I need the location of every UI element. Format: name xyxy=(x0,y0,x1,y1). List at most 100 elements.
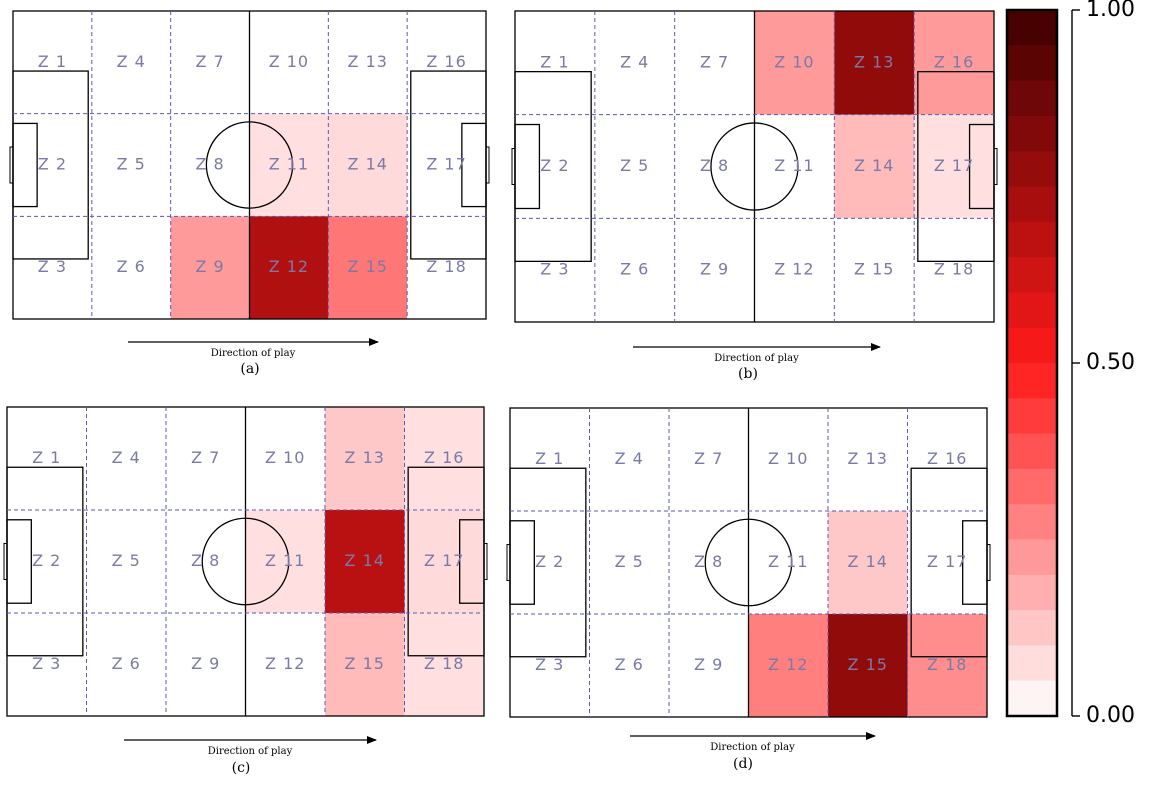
goal-right xyxy=(986,544,991,581)
zone-cell xyxy=(674,218,755,322)
goal-left xyxy=(506,544,511,581)
zone-label: Z 12 xyxy=(265,654,305,673)
pitch-panel: Z 1 Z 2 Z 3 Z 4 Z 5 Z 6 Z 7 Z 8 Z 9 Z 10 Z 11 Z 12 Z… xyxy=(511,10,998,382)
pitch-panel: Z 1 Z 2 Z 3 Z 4 Z 5 Z 6 Z 7 Z 8 Z 9 Z 10 Z 11 Z 12 Z… xyxy=(3,406,488,776)
zone-cell xyxy=(7,510,87,613)
zone-label: Z 2 xyxy=(32,551,61,570)
zone-label: Z 3 xyxy=(540,260,569,279)
zone-cell xyxy=(674,11,755,115)
colorbar-step xyxy=(1007,398,1057,435)
zone-cell xyxy=(166,510,246,613)
zone-label: Z 17 xyxy=(934,156,974,175)
zone-label: Z 12 xyxy=(269,257,309,276)
zone-label: Z 6 xyxy=(117,257,146,276)
zone-label: Z 14 xyxy=(854,156,894,175)
zone-label: Z 8 xyxy=(195,155,224,174)
colorbar-tick-label: 1.00 xyxy=(1086,0,1135,22)
colorbar-step xyxy=(1007,257,1057,293)
zone-label: Z 6 xyxy=(112,654,141,673)
zone-cell xyxy=(669,511,749,614)
zone-cell xyxy=(325,613,405,716)
zone-cell xyxy=(245,510,325,613)
zone-label: Z 13 xyxy=(348,52,388,71)
zone-cell xyxy=(914,11,994,115)
zone-label: Z 11 xyxy=(265,551,305,570)
zone-label: Z 8 xyxy=(191,551,220,570)
zone-cell xyxy=(907,614,987,717)
zone-label: Z 11 xyxy=(774,156,814,175)
zone-label: Z 16 xyxy=(927,449,967,468)
colorbar-step xyxy=(1007,574,1057,611)
zone-cell xyxy=(594,218,675,322)
zone-label: Z 11 xyxy=(768,552,808,571)
colorbar-tick-label: 0.50 xyxy=(1086,350,1135,375)
zone-cell xyxy=(515,218,595,322)
zone-cell xyxy=(407,216,486,319)
colorbar-step xyxy=(1007,645,1057,682)
zone-label: Z 12 xyxy=(774,260,814,279)
direction-label: Direction of play xyxy=(211,348,296,359)
zone-label: Z 18 xyxy=(424,654,464,673)
zone-label: Z 16 xyxy=(934,52,974,71)
colorbar-step xyxy=(1007,45,1057,82)
zone-cell xyxy=(834,218,915,322)
zone-label: Z 15 xyxy=(348,257,388,276)
zone-cell xyxy=(594,11,675,115)
direction-label: Direction of play xyxy=(710,742,795,753)
zone-label: Z 17 xyxy=(426,155,466,174)
zone-label: Z 5 xyxy=(117,155,146,174)
colorbar-step xyxy=(1007,363,1057,399)
colorbar-frame xyxy=(1005,8,1059,718)
zone-cell xyxy=(907,511,987,614)
zone-cell xyxy=(510,408,590,511)
zone-label: Z 7 xyxy=(700,52,729,71)
center-circle xyxy=(704,518,793,607)
zone-cell xyxy=(748,511,828,614)
goal-left xyxy=(511,148,516,185)
panel-caption: (b) xyxy=(738,366,758,382)
zone-label: Z 1 xyxy=(38,52,67,71)
zone-cell xyxy=(404,613,484,716)
zone-label: Z 3 xyxy=(38,257,67,276)
goal-right xyxy=(483,543,488,580)
goal-right xyxy=(993,148,998,185)
zone-label: Z 14 xyxy=(348,155,388,174)
colorbar-step xyxy=(1007,610,1057,646)
zone-label: Z 10 xyxy=(269,52,309,71)
center-circle xyxy=(205,121,294,209)
zone-label: Z 2 xyxy=(535,552,564,571)
zone-label: Z 10 xyxy=(774,52,814,71)
zone-label: Z 3 xyxy=(32,654,61,673)
zone-cell xyxy=(249,216,329,319)
zone-cell xyxy=(828,614,908,717)
zone-label: Z 2 xyxy=(38,155,67,174)
zone-cell xyxy=(86,613,166,716)
zone-label: Z 15 xyxy=(345,654,385,673)
zone-cell xyxy=(91,216,171,319)
panel-caption: (d) xyxy=(733,756,753,772)
zone-cell xyxy=(515,11,595,115)
zone-label: Z 1 xyxy=(540,52,569,71)
zone-cell xyxy=(510,511,590,614)
zone-label: Z 18 xyxy=(934,260,974,279)
zone-cell xyxy=(748,408,828,511)
goal-left xyxy=(3,543,8,580)
zone-cell xyxy=(834,11,915,115)
zone-label: Z 10 xyxy=(768,449,808,468)
zone-cell xyxy=(170,113,250,217)
zone-label: Z 2 xyxy=(540,156,569,175)
colorbar-step xyxy=(1007,292,1057,329)
zone-label: Z 4 xyxy=(615,449,644,468)
zone-label: Z 12 xyxy=(768,655,808,674)
zone-cell xyxy=(7,613,87,716)
zone-label: Z 13 xyxy=(848,449,888,468)
colorbar-step xyxy=(1007,80,1057,117)
zone-label: Z 4 xyxy=(117,52,146,71)
zone-label: Z 15 xyxy=(848,655,888,674)
direction-label: Direction of play xyxy=(208,746,293,757)
zone-cell xyxy=(170,216,250,319)
zone-cell xyxy=(245,613,325,716)
zone-cell xyxy=(907,408,987,511)
colorbar-step xyxy=(1007,433,1057,470)
